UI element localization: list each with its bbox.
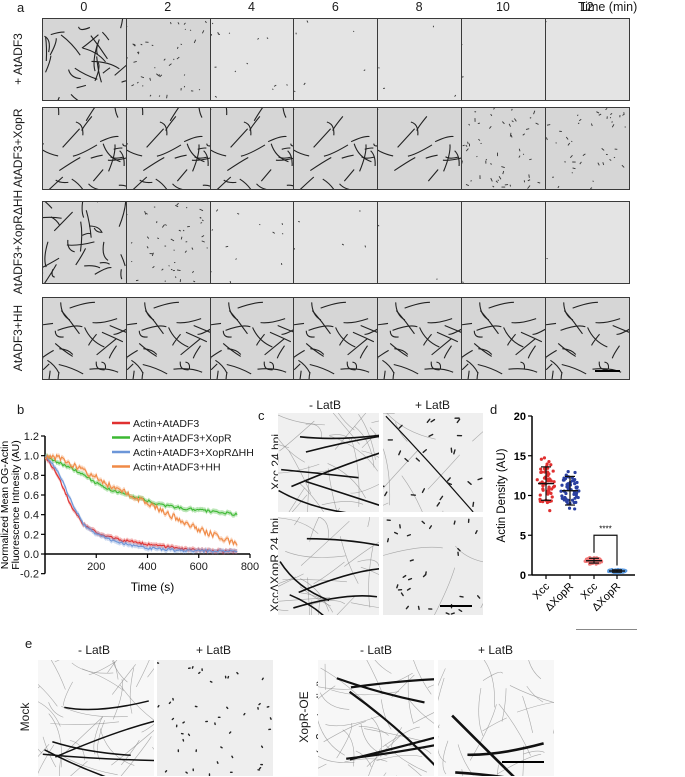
timelapse-frame: [293, 201, 378, 284]
svg-text:Fluorescence Intnesity (AU): Fluorescence Intnesity (AU): [10, 440, 22, 570]
micrograph-xcc-plus-latb: [383, 413, 483, 512]
e-col-label-oe-plus: + LatB: [478, 643, 513, 657]
timepoint-label: 4: [244, 0, 260, 14]
timelapse-frame: [377, 107, 462, 190]
timelapse-frame: [126, 18, 211, 101]
e-col-label-mock-minus: - LatB: [78, 643, 110, 657]
timelapse-frame: [377, 297, 462, 380]
timelapse-frame: [461, 297, 546, 380]
e-col-label-oe-minus: - LatB: [360, 643, 392, 657]
svg-text:Actin+AtADF3+HH: Actin+AtADF3+HH: [133, 462, 221, 474]
micrograph-mock-minus-latb: [38, 660, 154, 776]
timelapse-frame: [293, 107, 378, 190]
svg-text:20: 20: [514, 411, 526, 423]
micrograph-dxopr-plus-latb: [383, 517, 483, 615]
svg-text:15: 15: [514, 451, 526, 463]
timepoint-label: 2: [160, 0, 176, 14]
timelapse-frame: [210, 201, 295, 284]
timelapse-frame: [126, 297, 211, 380]
scale-bar-a: [595, 370, 620, 372]
timelapse-frame: [545, 18, 630, 101]
timelapse-frame: [293, 297, 378, 380]
row-label: AtADF3+HH: [11, 278, 25, 398]
micrograph-oe-minus-latb: [318, 660, 434, 776]
svg-text:5: 5: [520, 530, 526, 542]
svg-text:0.4: 0.4: [24, 510, 39, 522]
svg-text:0.0: 0.0: [24, 549, 39, 561]
timepoint-label: 0: [76, 0, 92, 14]
svg-text:400: 400: [138, 561, 156, 573]
timelapse-frame: [42, 107, 127, 190]
svg-text:1.2: 1.2: [24, 431, 39, 443]
col-label-plus-latb: + LatB: [415, 398, 450, 412]
scale-bar: [440, 605, 472, 607]
svg-text:0.2: 0.2: [24, 529, 39, 541]
timelapse-frame: [42, 297, 127, 380]
timelapse-frame: [461, 18, 546, 101]
panel-e-letter: e: [25, 636, 32, 651]
scale-bar-e: [502, 761, 544, 763]
timelapse-frame: [377, 18, 462, 101]
micrograph-xcc-minus-latb: [278, 413, 379, 512]
timelapse-frame: [377, 201, 462, 284]
timelapse-frame: [545, 201, 630, 284]
e-col-label-mock-plus: + LatB: [196, 643, 231, 657]
timelapse-frame: [461, 201, 546, 284]
svg-text:0.8: 0.8: [24, 470, 39, 482]
micrograph-dxopr-minus-latb: [278, 517, 379, 615]
svg-text:Time (s): Time (s): [131, 580, 175, 594]
time-axis-label: Time (min): [578, 0, 637, 14]
svg-text:200: 200: [87, 561, 105, 573]
svg-text:****: ****: [599, 524, 611, 533]
svg-text:-0.2: -0.2: [20, 569, 39, 581]
micrograph-mock-plus-latb: [157, 660, 273, 776]
timepoint-label: 8: [411, 0, 427, 14]
fluorescence-decay-chart: -0.2 0.0 0.2 0.4 0.6 0.8 1.0 1.2 200 400 600 800 Tim…: [0, 410, 262, 610]
svg-text:Actin+AtADF3+XopRΔHH: Actin+AtADF3+XopRΔHH: [133, 447, 254, 459]
timelapse-frame: [210, 18, 295, 101]
timelapse-frame: [545, 107, 630, 190]
svg-text:Actin Density (AU): Actin Density (AU): [496, 448, 508, 542]
timelapse-frame: [42, 201, 127, 284]
svg-text:10: 10: [514, 491, 526, 503]
svg-text:Actin+AtADF3: Actin+AtADF3: [133, 418, 199, 430]
timepoint-label: 10: [495, 0, 511, 14]
timelapse-frame: [126, 107, 211, 190]
timelapse-frame: [293, 18, 378, 101]
svg-text:0.6: 0.6: [24, 490, 39, 502]
micrograph-oe-plus-latb: [438, 660, 554, 776]
row-label-xopr-oe: XopR-OE: [297, 677, 311, 757]
svg-text:Actin+AtADF3+XopR: Actin+AtADF3+XopR: [133, 433, 232, 445]
svg-text:800: 800: [241, 561, 259, 573]
timelapse-frame: [461, 107, 546, 190]
timelapse-frame: [126, 201, 211, 284]
row-label-mock: Mock: [18, 687, 32, 747]
col-label-minus-latb: - LatB: [309, 398, 341, 412]
svg-text:1.0: 1.0: [24, 451, 39, 463]
timelapse-frame: [42, 18, 127, 101]
timelapse-frame: [210, 297, 295, 380]
panel-c-letter: c: [258, 408, 265, 423]
timelapse-frame: [210, 107, 295, 190]
timelapse-frame: [545, 297, 630, 380]
svg-text:600: 600: [190, 561, 208, 573]
svg-text:0: 0: [520, 570, 526, 582]
timepoint-label: 6: [327, 0, 343, 14]
